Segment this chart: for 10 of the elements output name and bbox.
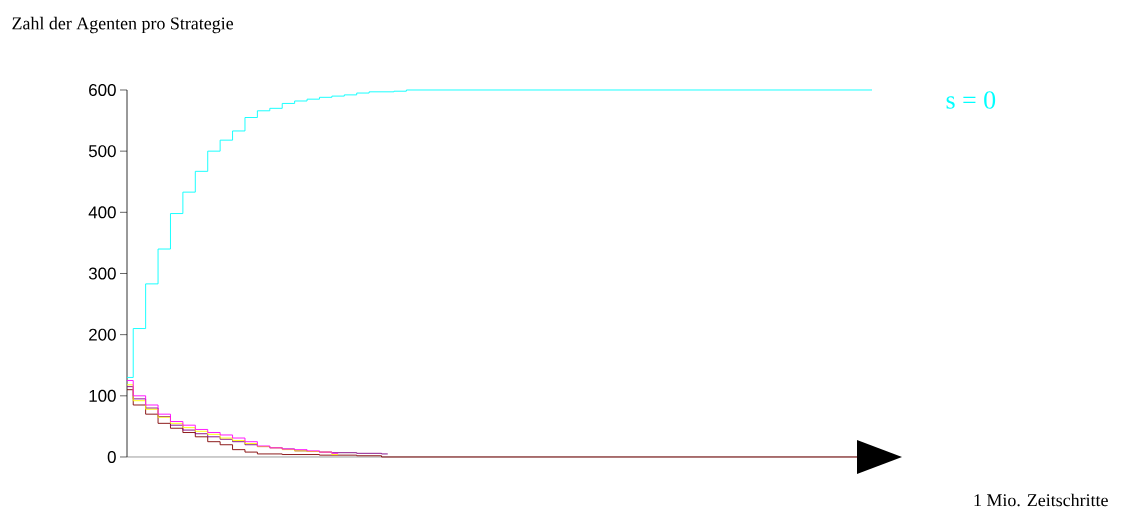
chart-title: Zahl der Agenten pro Strategie	[12, 16, 234, 34]
y-tick-label: 200	[89, 328, 116, 341]
y-tick-label: 600	[89, 83, 116, 96]
y-tick-label: 100	[89, 389, 116, 402]
y-tick-label: 500	[88, 145, 116, 158]
y-tick-label: 300	[88, 267, 116, 280]
text: 1 Mio. Zeitschritte	[974, 493, 1108, 507]
text: s = 0	[946, 91, 996, 109]
y-tick-label: 400	[88, 206, 116, 219]
y-tick-label: 0	[107, 450, 116, 463]
